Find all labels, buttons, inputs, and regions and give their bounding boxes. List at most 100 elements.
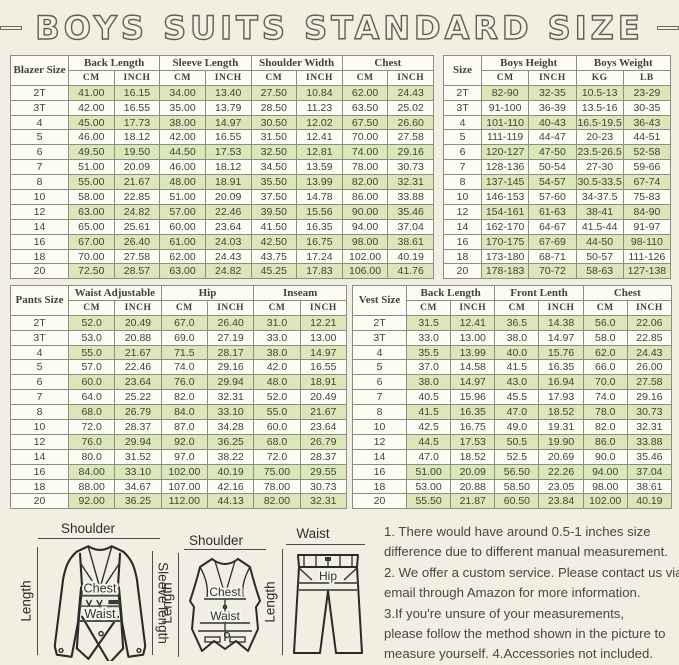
value-cell: 16.75: [296, 233, 343, 250]
value-cell: 17.53: [450, 433, 496, 450]
value-cell: 36-43: [622, 114, 672, 131]
pants-waist-line: [286, 544, 365, 545]
size-label-cell: 10: [10, 189, 69, 205]
value-cell: 41.5: [405, 404, 452, 421]
table-row: 16 84.00 33.10 102.00 40.19 75.00 29.55: [10, 463, 348, 480]
value-cell: 98.00: [582, 478, 628, 495]
value-cell: 46.00: [159, 159, 206, 176]
value-cell: 35.50: [250, 174, 298, 191]
value-cell: 29.16: [626, 389, 673, 406]
value-cell: 43.0: [494, 374, 540, 391]
value-cell: 13.5-16: [575, 99, 624, 116]
value-cell: 18.12: [113, 129, 161, 146]
unit-header: CM: [405, 299, 452, 316]
value-cell: 29.55: [299, 463, 348, 480]
value-cell: 24.43: [204, 248, 252, 265]
value-cell: 64.0: [67, 389, 116, 406]
table-row: 5 46.00 18.12 42.00 16.55 31.50 12.41 70.00 27.5…: [10, 129, 434, 146]
value-cell: 41.76: [387, 263, 434, 280]
value-cell: 22.26: [538, 463, 584, 480]
value-cell: 21.67: [114, 344, 162, 361]
table-row: 5 57.0 22.46 74.0 29.16 42.0 16.55: [10, 359, 348, 376]
value-cell: 44-50: [575, 233, 624, 250]
table-row: 4 55.0 21.67 71.5 28.17 38.0 14.97: [10, 344, 348, 361]
table-row: 8 41.5 16.35 47.0 18.52 78.0 30.73: [352, 404, 673, 421]
table-row: 2T 52.0 20.49 67.0 26.40 31.0 12.21: [10, 314, 348, 331]
value-cell: 32.31: [299, 493, 348, 510]
value-cell: 11.23: [296, 99, 343, 116]
value-cell: 41.5-44: [575, 218, 624, 235]
value-cell: 14.97: [450, 374, 496, 391]
size-label-cell: 8: [443, 174, 482, 191]
value-cell: 52.5: [494, 448, 540, 465]
vest-shoulder-line: [184, 549, 266, 550]
unit-header: CM: [68, 69, 115, 86]
value-cell: 32.50: [250, 144, 298, 161]
note-line: 2. We offer a custom service. Please con…: [384, 564, 679, 580]
value-cell: 42.00: [159, 129, 206, 146]
value-cell: 67.00: [68, 233, 115, 250]
value-cell: 23.64: [299, 419, 348, 435]
value-cell: 28.57: [113, 263, 161, 280]
value-cell: 102.00: [582, 493, 628, 510]
size-label-cell: 16: [443, 233, 482, 250]
value-cell: 62.0: [582, 344, 628, 361]
value-cell: 26.79: [114, 404, 162, 421]
size-label-cell: 12: [10, 203, 69, 220]
jacket-shoulder-label: Shoulder: [60, 521, 116, 536]
table-row: 10 42.5 16.75 49.0 19.31 82.0 32.31: [352, 419, 673, 435]
value-cell: 36.5: [494, 314, 540, 331]
value-cell: 76.0: [160, 374, 208, 391]
value-cell: 34.00: [159, 84, 206, 101]
value-cell: 17.93: [538, 389, 584, 406]
size-label-cell: 6: [443, 144, 482, 161]
value-cell: 42.0: [253, 359, 301, 376]
value-cell: 12.41: [296, 129, 343, 146]
value-cell: 59-66: [622, 159, 672, 176]
value-cell: 52.0: [253, 389, 301, 406]
value-cell: 23.64: [114, 374, 162, 391]
vest-illustration: Chest Waist: [189, 558, 261, 652]
table-row: 18 70.00 27.58 62.00 24.43 43.75 17.24 102.00 40…: [10, 248, 434, 265]
size-label-cell: 5: [10, 359, 69, 376]
jacket-illustration: Chest Waist: [53, 545, 147, 661]
value-cell: 64-67: [528, 218, 577, 235]
value-cell: 34-37.5: [575, 189, 624, 205]
column-group-header: Sleeve Length: [159, 55, 252, 71]
size-label-cell: 4: [10, 114, 69, 131]
value-cell: 14.38: [538, 314, 584, 331]
unit-header: INCH: [387, 69, 434, 86]
size-label-cell: 5: [352, 359, 407, 376]
table-row: 8 68.0 26.79 84.0 33.10 55.0 21.67: [10, 404, 348, 421]
table-row: 20 92.00 36.25 112.00 44.13 82.00 32.31: [10, 493, 348, 510]
value-cell: 23.05: [538, 478, 584, 495]
size-label-cell: 18: [10, 248, 69, 265]
vest-size-table: Vest Size Back Length Front Lenth Chest CM IN…: [352, 285, 673, 510]
value-cell: 27-30: [575, 159, 624, 176]
value-cell: 17.73: [113, 114, 161, 131]
value-cell: 40.0: [494, 344, 540, 361]
size-label-cell: 3T: [352, 329, 407, 346]
size-label-cell: 3T: [443, 99, 482, 116]
table-row: 12 76.0 29.94 92.0 36.25 68.0 26.79: [10, 433, 348, 450]
table-row: 2T 82-90 32-35 10.5-13 23-29: [443, 84, 672, 101]
value-cell: 14.97: [204, 114, 252, 131]
column-group-header: Inseam: [253, 285, 347, 301]
value-cell: 30.73: [626, 404, 673, 421]
value-cell: 92.0: [160, 433, 208, 450]
size-label-cell: 2T: [443, 84, 482, 101]
value-cell: 63.00: [68, 203, 115, 220]
value-cell: 40.19: [387, 248, 434, 265]
value-cell: 20.88: [450, 478, 496, 495]
size-label-cell: 14: [443, 218, 482, 235]
value-cell: 24.43: [626, 344, 673, 361]
value-cell: 23-29: [622, 84, 672, 101]
value-cell: 33.88: [626, 433, 673, 450]
value-cell: 45.5: [494, 389, 540, 406]
value-cell: 94.00: [341, 218, 389, 235]
value-cell: 31.52: [114, 448, 162, 465]
value-cell: 58.00: [68, 189, 115, 205]
value-cell: 38.0: [494, 329, 540, 346]
column-group-header: Chest: [582, 285, 673, 301]
column-group-header: Boys Height: [481, 55, 577, 71]
